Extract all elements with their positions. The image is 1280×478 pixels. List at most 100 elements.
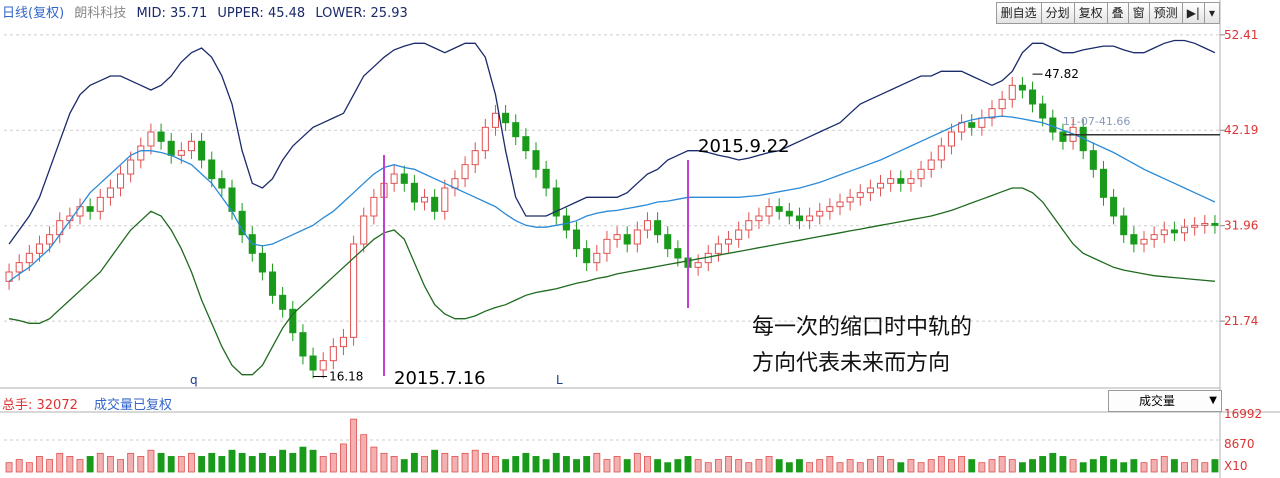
volume-bar: [137, 456, 145, 473]
candle-down: [157, 131, 165, 142]
candle-up: [1008, 84, 1016, 100]
volume-bar: [1150, 459, 1158, 473]
volume-bar: [66, 456, 74, 473]
volume-bar: [15, 459, 23, 473]
volume-bar: [532, 456, 540, 473]
volume-bar: [542, 459, 550, 473]
volume-bar: [390, 456, 398, 473]
dropdown-arrow-icon[interactable]: ▾: [1203, 2, 1220, 24]
marker-l: L: [556, 373, 563, 387]
candle-down: [208, 159, 216, 180]
adjust-button[interactable]: 复权: [1073, 2, 1108, 24]
volume-bar: [1029, 459, 1036, 473]
volume-bar: [856, 462, 864, 473]
candle-down: [167, 140, 175, 156]
candle-up: [106, 187, 114, 198]
candle-up: [5, 271, 13, 282]
candle-up: [350, 243, 358, 338]
candle-up: [765, 206, 773, 217]
volume-bar: [562, 456, 570, 473]
volume-bar: [1140, 462, 1148, 473]
chart-toolbar: 删自选 分划 复权 叠 窗 预测 ▶| ▾: [995, 2, 1220, 24]
candle-down: [1120, 215, 1128, 236]
volume-bar: [866, 459, 874, 473]
candle-up: [876, 182, 885, 189]
mid-value: MID: 35.71: [136, 6, 208, 21]
candle-up: [25, 252, 33, 264]
volume-tick-label: 8670: [1224, 437, 1255, 451]
volume-bar: [1191, 459, 1199, 473]
candle-up: [887, 178, 895, 184]
volume-bar: [988, 459, 996, 473]
candle-up: [806, 215, 814, 222]
candle-up: [319, 360, 327, 371]
candle-down: [795, 215, 804, 222]
candle-down: [1170, 229, 1178, 234]
candle-up: [998, 98, 1006, 110]
candle-up: [826, 206, 834, 212]
candle-up: [1201, 222, 1209, 226]
volume-bar: [714, 459, 722, 473]
price-tick-label: 42.19: [1224, 123, 1258, 137]
volume-bar: [998, 456, 1006, 473]
end-arrow-icon[interactable]: ▶|: [1181, 2, 1205, 24]
candle-up: [360, 215, 368, 245]
candle-down: [309, 355, 317, 371]
volume-bar: [319, 456, 327, 473]
candle-up: [127, 159, 135, 175]
candle-up: [1160, 229, 1168, 236]
candle-up: [593, 252, 601, 264]
candle-up: [947, 131, 956, 147]
candle-down: [674, 248, 682, 259]
candle-down: [502, 112, 510, 124]
candle-up: [461, 164, 469, 180]
candle-up: [836, 201, 844, 208]
candle-down: [532, 150, 540, 170]
volume-bar: [340, 443, 347, 473]
volume-bar: [745, 462, 753, 473]
period-label: 日线(复权): [2, 6, 65, 21]
volume-bar: [299, 446, 307, 473]
volume-bar: [674, 459, 682, 473]
volume-bar: [127, 452, 135, 473]
volume-indicator-select[interactable]: 成交量 ▼: [1108, 390, 1222, 412]
volume-bar: [644, 456, 651, 473]
volume-bar: [46, 459, 54, 473]
volume-bar: [512, 456, 520, 473]
candle-down: [1028, 89, 1037, 105]
volume-bar: [684, 456, 692, 473]
volume-bar: [958, 456, 966, 473]
volume-bar: [1039, 456, 1047, 473]
candle-up: [116, 173, 125, 189]
forecast-button[interactable]: 预测: [1148, 2, 1183, 24]
candle-down: [1211, 222, 1219, 226]
volume-bar: [279, 449, 287, 473]
remove-watchlist-button[interactable]: 删自选: [995, 2, 1042, 24]
volume-bar: [471, 449, 479, 473]
volume-bar: [978, 462, 986, 473]
candle-up: [1150, 234, 1158, 240]
volume-bar: [623, 459, 631, 473]
candle-down: [512, 122, 520, 138]
upper-value: UPPER: 45.48: [217, 6, 306, 21]
split-button[interactable]: 分划: [1040, 2, 1075, 24]
mid-band-line: [8, 115, 1216, 282]
volume-bar: [56, 452, 64, 473]
candle-up: [714, 243, 722, 254]
candle-down: [583, 248, 591, 264]
candle-up: [15, 262, 23, 273]
volume-bar: [583, 456, 591, 473]
lower-band-line: [8, 187, 1215, 376]
candle-down: [86, 206, 94, 212]
window-button[interactable]: 窗: [1127, 2, 1150, 24]
volume-bar: [1110, 459, 1118, 473]
volume-bar: [948, 459, 955, 473]
volume-bar: [117, 459, 124, 473]
volume-bar: [816, 459, 824, 473]
volume-bar: [258, 452, 266, 473]
volume-bar: [1059, 456, 1067, 473]
volume-bar: [177, 456, 185, 473]
volume-bar: [76, 459, 84, 473]
volume-bar: [208, 452, 216, 473]
